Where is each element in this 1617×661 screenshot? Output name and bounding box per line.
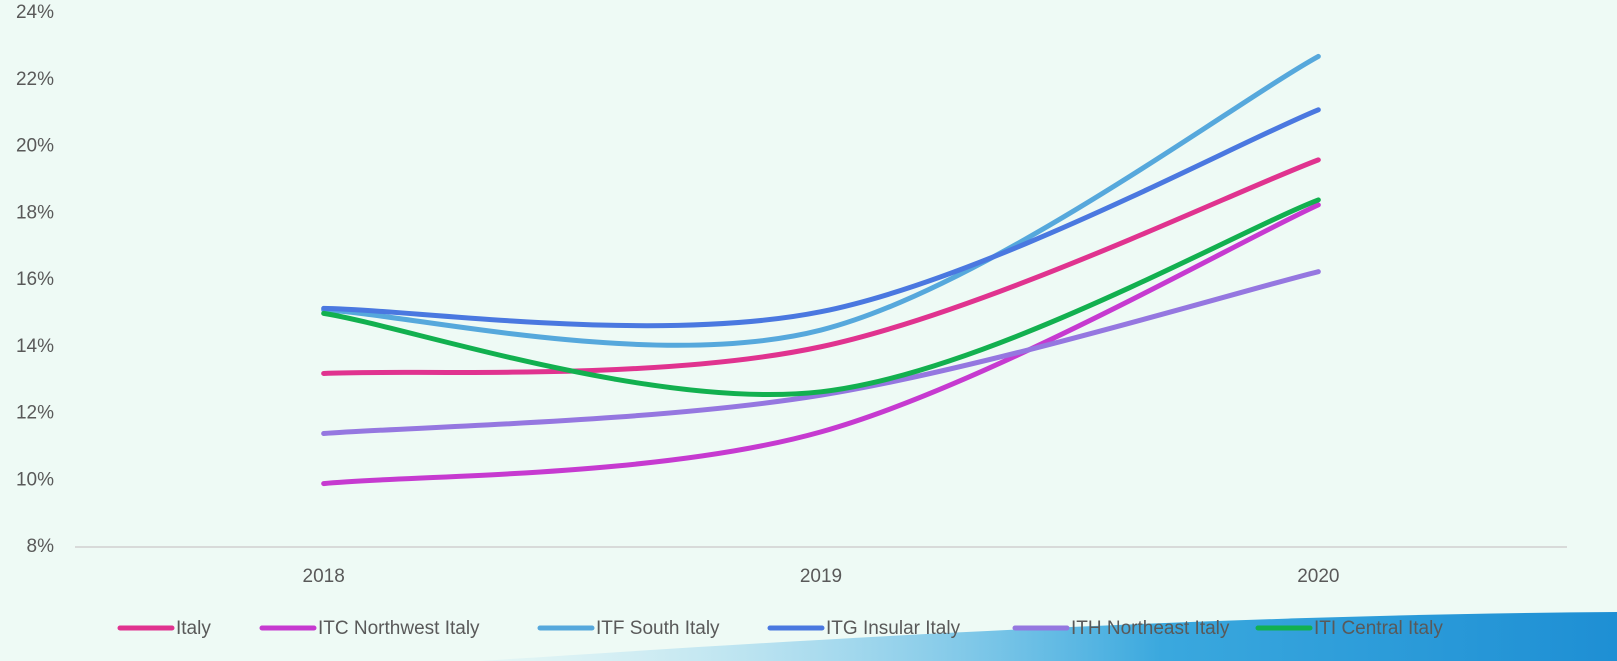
legend-label: ITH Northeast Italy [1071, 618, 1230, 639]
y-tick-label: 8% [27, 536, 55, 557]
series-line [321, 53, 1321, 348]
legend-label: ITF South Italy [596, 618, 720, 639]
y-tick-label: 22% [16, 69, 54, 90]
legend-label: ITG Insular Italy [826, 618, 961, 639]
x-tick-label: 2019 [800, 566, 842, 587]
series-line [321, 202, 1321, 487]
decoration-wave [480, 612, 1617, 661]
y-tick-label: 14% [16, 336, 54, 357]
y-tick-label: 18% [16, 202, 54, 223]
legend-label: ITI Central Italy [1314, 618, 1443, 639]
legend-label: ITC Northwest Italy [318, 618, 480, 639]
series-line [321, 107, 1321, 329]
y-tick-label: 24% [16, 2, 54, 23]
series-line [321, 157, 1321, 376]
y-tick-label: 10% [16, 469, 54, 490]
y-tick-label: 16% [16, 269, 54, 290]
series-line [321, 269, 1321, 437]
y-tick-label: 20% [16, 136, 54, 157]
legend-label: Italy [176, 618, 211, 639]
series-line [321, 197, 1321, 398]
x-tick-label: 2018 [303, 566, 345, 587]
y-tick-label: 12% [16, 403, 54, 424]
x-tick-label: 2020 [1297, 566, 1339, 587]
